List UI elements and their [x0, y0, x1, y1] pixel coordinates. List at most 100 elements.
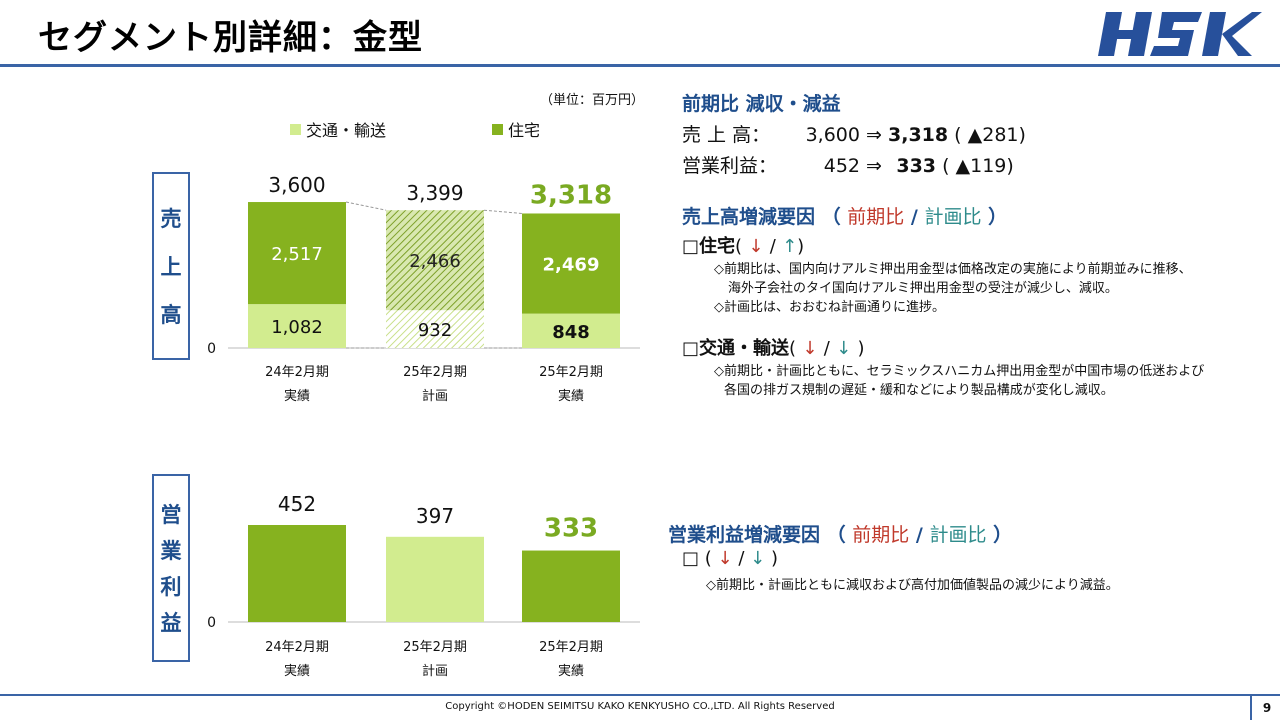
- x-tick-label: 計画: [422, 663, 448, 679]
- arrow-open: (: [735, 236, 743, 257]
- arrow-close: ): [797, 236, 805, 257]
- down-arrow-icon: ↓: [802, 338, 818, 359]
- paren-open: （: [821, 206, 841, 228]
- vs-prev-label: 前期比: [847, 206, 905, 228]
- data-label-housing: 2,469: [543, 255, 600, 276]
- op-label-char: 業: [160, 539, 182, 563]
- value-label: 333: [544, 514, 598, 544]
- x-tick-label: 24年2月期: [265, 365, 329, 380]
- sales-prev: 3,600: [805, 124, 860, 146]
- data-label-transport: 848: [552, 322, 590, 343]
- sales-curr: 3,318: [888, 124, 949, 146]
- down-arrow-icon: ↓: [748, 236, 764, 257]
- legend-label-housing: 住宅: [508, 121, 541, 140]
- legend-item-housing: 住宅: [492, 117, 540, 141]
- data-label-housing: 2,466: [409, 251, 461, 272]
- transport-item-row: □交通・輸送( ↓ / ↓ ): [682, 334, 864, 360]
- arrow-slash: /: [738, 548, 745, 569]
- data-label-housing: 2,517: [271, 244, 323, 265]
- company-logo: [1092, 8, 1262, 64]
- housing-note: ◇計画比は、おおむね計画通りに進捗。: [714, 300, 945, 315]
- header-divider: [0, 64, 1280, 67]
- op-comparison: 営業利益： 452 ⇒ 333 ( ▲119): [682, 151, 1014, 178]
- op-diff: ( ▲119): [942, 155, 1014, 177]
- op-curr: 333: [896, 155, 937, 177]
- bar-transport: [522, 313, 620, 348]
- data-label-transport: 1,082: [271, 317, 323, 338]
- arrow-open: (: [704, 548, 712, 569]
- x-tick-label: 24年2月期: [265, 640, 329, 655]
- slash: /: [910, 206, 918, 228]
- bar-op-profit: [248, 525, 346, 622]
- sales-row-label: 売 上 高：: [682, 124, 771, 146]
- data-label-transport: 932: [418, 320, 452, 341]
- x-tick-label: 25年2月期: [539, 640, 603, 655]
- copyright: Copyright ©HODEN SEIMITSU KAKO KENKYUSHO…: [445, 701, 835, 712]
- op-prev: 452: [823, 155, 860, 177]
- unit-label: （単位：百万円）: [540, 93, 645, 108]
- vs-plan-label: 計画比: [929, 524, 987, 546]
- connector-line: [345, 201, 387, 211]
- op-factor-heading-row: 営業利益増減要因 （ 前期比 / 計画比 ）: [668, 520, 1012, 547]
- x-tick-label: 実績: [558, 663, 584, 679]
- total-label: 3,600: [268, 173, 325, 197]
- sales-comparison: 売 上 高： 3,600 ⇒ 3,318 ( ▲281): [682, 120, 1026, 147]
- bar-transport: [386, 310, 484, 348]
- bar-op-profit: [386, 536, 484, 622]
- legend-item-transport: 交通・輸送: [290, 117, 386, 141]
- page-number: 9: [1250, 696, 1280, 720]
- housing-item: □住宅: [682, 236, 736, 257]
- sales-factor-heading-row: 売上高増減要因 （ 前期比 / 計画比 ）: [682, 202, 1007, 229]
- arrow-close: ): [857, 338, 865, 359]
- arrow-close: ): [770, 548, 779, 569]
- op-note: ◇前期比・計画比ともに減収および高付加価値製品の減少により減益。: [706, 578, 1119, 593]
- op-item: □: [682, 548, 700, 569]
- x-tick-label: 計画: [422, 388, 448, 404]
- sales-factor-heading: 売上高増減要因: [682, 206, 816, 228]
- bar-housing: [522, 213, 620, 314]
- total-label: 3,399: [406, 181, 463, 205]
- housing-note: ◇前期比は、国内向けアルミ押出用金型は価格改定の実施により前期並みに推移、: [714, 262, 1192, 277]
- sales-side-label: 売 上 高: [152, 172, 190, 360]
- paren-close: ）: [993, 524, 1013, 546]
- page-title: セグメント別詳細：金型: [38, 18, 423, 58]
- legend-swatch-housing: [492, 123, 503, 135]
- op-row-label: 営業利益：: [682, 155, 778, 177]
- legend-label-transport: 交通・輸送: [306, 121, 387, 140]
- x-tick-label: 25年2月期: [539, 365, 603, 380]
- legend-swatch-transport: [290, 123, 301, 135]
- op-label-char: 益: [160, 611, 182, 635]
- bar-transport: [248, 304, 346, 348]
- sales-label-char: 高: [160, 303, 182, 327]
- up-arrow-icon: ↑: [782, 236, 798, 257]
- sales-label-char: 売: [160, 207, 182, 231]
- x-tick-label: 25年2月期: [403, 640, 467, 655]
- transport-item: □交通・輸送: [682, 338, 790, 359]
- vs-prev-label: 前期比: [852, 524, 910, 546]
- paren-close: ）: [988, 206, 1008, 228]
- housing-note: 海外子会社のタイ国向けアルミ押出用金型の受注が減少し、減収。: [728, 281, 1118, 296]
- down-arrow-icon: ↓: [836, 338, 852, 359]
- down-arrow-icon: ↓: [717, 548, 733, 569]
- paren-open: （: [826, 524, 846, 546]
- x-tick-label: 実績: [558, 388, 584, 404]
- sales-arrow: ⇒: [866, 124, 882, 146]
- yoy-heading: 前期比 減収・減益: [682, 93, 841, 115]
- x-tick-label: 実績: [284, 388, 310, 404]
- connector-line: [483, 209, 523, 214]
- op-profit-side-label: 営 業 利 益: [152, 474, 190, 662]
- segment-charts: 02,5171,0823,60024年2月期実績2,4669323,39925年…: [207, 173, 640, 679]
- sales-diff: ( ▲281): [954, 124, 1026, 146]
- sales-label-char: 上: [160, 255, 182, 279]
- transport-note: ◇前期比・計画比ともに、セラミックスハニカム押出用金型が中国市場の低迷および: [714, 364, 1205, 379]
- arrow-slash: /: [823, 338, 830, 359]
- arrow-open: (: [789, 338, 797, 359]
- bar-housing: [386, 210, 484, 311]
- down-arrow-icon: ↓: [750, 548, 766, 569]
- zero-tick-label: 0: [207, 615, 216, 631]
- zero-tick-label: 0: [207, 341, 216, 357]
- value-label: 397: [416, 504, 454, 528]
- bar-op-profit: [522, 550, 620, 622]
- op-item-row: □ ( ↓ / ↓ ): [682, 548, 778, 569]
- arrow-slash: /: [769, 236, 776, 257]
